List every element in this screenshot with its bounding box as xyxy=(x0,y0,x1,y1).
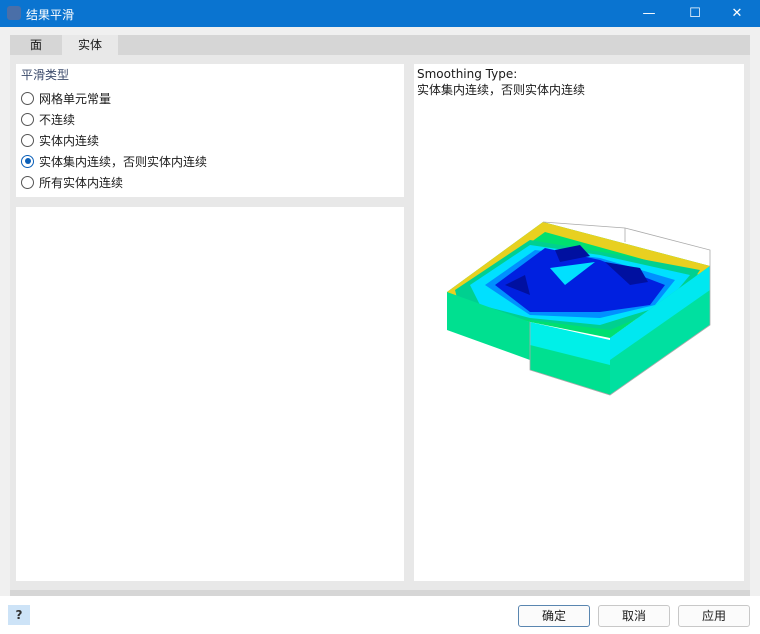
preview-panel: Smoothing Type: 实体集内连续，否则实体内连续 xyxy=(414,64,744,581)
radio-circle-selected[interactable] xyxy=(21,154,34,168)
preview-description: 实体集内连续，否则实体内连续 xyxy=(417,83,586,97)
radio-label: 实体集内连续，否则实体内连续 xyxy=(39,154,208,169)
radio-mesh-constant[interactable]: 网格单元常量 xyxy=(21,90,111,106)
group-label: 平滑类型 xyxy=(21,68,70,82)
radio-continuous-within-set[interactable]: 实体集内连续，否则实体内连续 xyxy=(21,153,207,169)
radio-discontinuous[interactable]: 不连续 xyxy=(21,111,75,127)
radio-circle[interactable] xyxy=(21,133,34,147)
cancel-button[interactable]: 取消 xyxy=(598,605,670,627)
tab-strip: 面 实体 xyxy=(10,35,750,55)
radio-continuous-within-solid[interactable]: 实体内连续 xyxy=(21,132,99,148)
tab-solid[interactable]: 实体 xyxy=(62,35,118,55)
preview-heading: Smoothing Type: xyxy=(417,67,518,81)
radio-circle[interactable] xyxy=(21,175,34,189)
radio-continuous-all[interactable]: 所有实体内连续 xyxy=(21,174,123,190)
app-icon xyxy=(7,6,21,20)
ok-button[interactable]: 确定 xyxy=(518,605,590,627)
tab-face[interactable]: 面 xyxy=(29,38,42,52)
window-title: 结果平滑 xyxy=(26,8,75,22)
radio-label: 不连续 xyxy=(39,112,76,127)
close-button[interactable]: ✕ xyxy=(731,6,743,21)
radio-circle[interactable] xyxy=(21,91,34,105)
radio-circle[interactable] xyxy=(21,112,34,126)
tab-content: 平滑类型 网格单元常量 不连续 实体内连续 实体集内连续，否则实体内连续 所有实… xyxy=(10,55,750,596)
maximize-button[interactable]: ☐ xyxy=(689,6,701,21)
title-bar: 结果平滑 — ☐ ✕ xyxy=(0,0,760,27)
radio-label: 网格单元常量 xyxy=(39,91,112,106)
apply-button[interactable]: 应用 xyxy=(678,605,750,627)
minimize-button[interactable]: — xyxy=(642,6,656,21)
preview-3d-model xyxy=(447,221,711,396)
footer: ? 确定 取消 应用 xyxy=(0,596,760,634)
help-icon[interactable]: ? xyxy=(8,605,30,625)
radio-label: 实体内连续 xyxy=(39,133,100,148)
radio-label: 所有实体内连续 xyxy=(39,175,124,190)
smoothing-type-group: 平滑类型 网格单元常量 不连续 实体内连续 实体集内连续，否则实体内连续 所有实… xyxy=(16,64,404,197)
empty-panel xyxy=(16,207,404,581)
